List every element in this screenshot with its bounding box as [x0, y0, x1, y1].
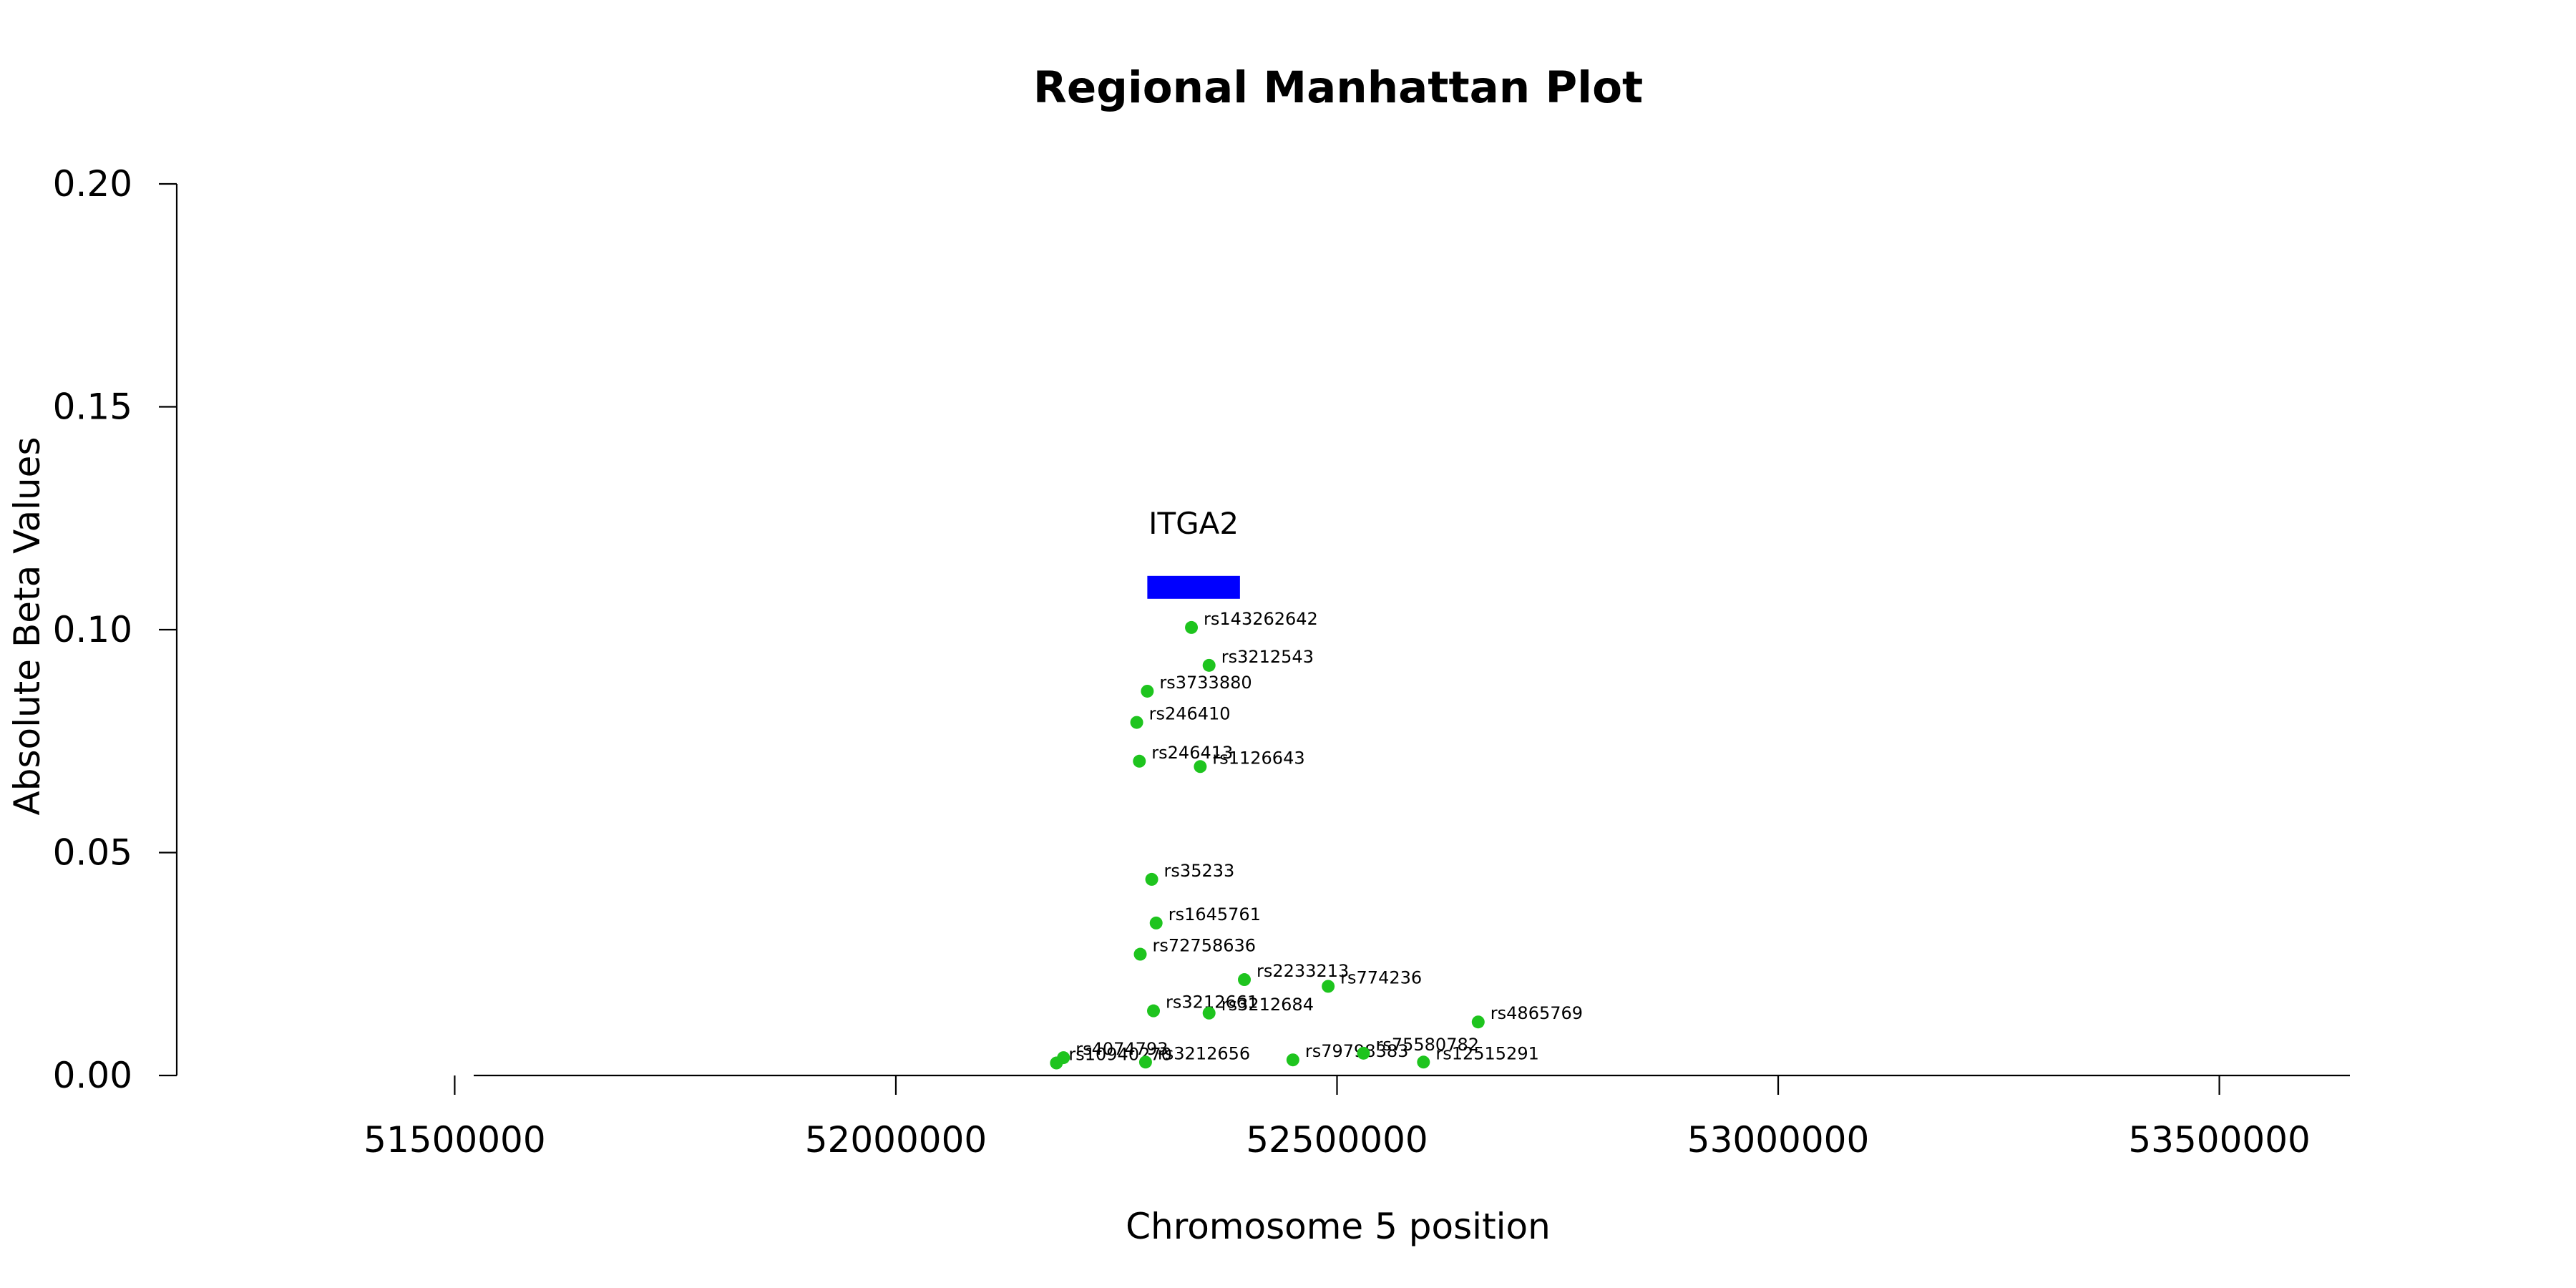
snp-point-rs143262642: [1185, 620, 1199, 634]
y-axis-title: Absolute Beta Values: [6, 437, 48, 816]
snp-point-rs10940270: [1050, 1056, 1063, 1070]
snp-point-rs35233: [1145, 872, 1158, 886]
snp-label-rs3212543: rs3212543: [1221, 647, 1314, 667]
x-tick-label-3: 53000000: [1687, 1119, 1870, 1161]
snp-label-rs3212656: rs3212656: [1158, 1043, 1250, 1063]
chart-title: Regional Manhattan Plot: [1033, 62, 1643, 113]
snp-label-rs246410: rs246410: [1149, 704, 1231, 724]
snp-point-rs3212684: [1202, 1006, 1216, 1020]
snp-label-rs35233: rs35233: [1164, 861, 1235, 881]
snp-point-rs4865769: [1471, 1015, 1485, 1029]
snp-point-rs246413: [1133, 754, 1146, 768]
snp-point-rs3212656: [1138, 1055, 1152, 1069]
x-tick-label-0: 51500000: [364, 1119, 546, 1161]
y-tick-label-0: 0.00: [53, 1055, 132, 1096]
snp-label-rs143262642: rs143262642: [1204, 609, 1318, 629]
y-tick-label-1: 0.05: [53, 832, 132, 874]
snp-point-rs79798383: [1286, 1053, 1299, 1067]
snp-point-rs2233213: [1238, 973, 1252, 987]
snp-label-rs2233213: rs2233213: [1257, 961, 1349, 981]
snp-label-rs12515291: rs12515291: [1435, 1043, 1539, 1063]
snp-point-rs1126643: [1194, 760, 1207, 774]
snp-point-rs246410: [1130, 716, 1143, 729]
snp-point-rs3733880: [1141, 684, 1154, 698]
snp-label-rs3733880: rs3733880: [1159, 673, 1252, 693]
x-axis-ticks: 51500000 52000000 52500000 53000000 53500000: [364, 1075, 2311, 1161]
gene-bar: [1147, 575, 1240, 599]
snp-point-rs3212543: [1202, 658, 1216, 672]
x-tick-label-2: 52500000: [1246, 1119, 1428, 1161]
snp-label-rs1126643: rs1126643: [1212, 748, 1304, 768]
x-axis-title: Chromosome 5 position: [1126, 1206, 1551, 1247]
snp-label-rs72758636: rs72758636: [1153, 936, 1257, 956]
snp-label-rs246413: rs246413: [1151, 743, 1233, 763]
y-axis-ticks: 0.00 0.05 0.10 0.15 0.20: [53, 163, 177, 1096]
y-tick-label-3: 0.15: [53, 386, 132, 428]
y-tick-label-4: 0.20: [53, 163, 132, 205]
y-tick-label-2: 0.10: [53, 609, 132, 650]
snp-point-rs774236: [1322, 980, 1335, 993]
snp-label-rs79798383: rs79798383: [1305, 1041, 1409, 1061]
snp-point-rs72758636: [1133, 947, 1147, 961]
snp-label-rs10940270: rs10940270: [1068, 1045, 1172, 1065]
x-tick-label-1: 52000000: [805, 1119, 987, 1161]
snp-label-rs4865769: rs4865769: [1491, 1003, 1583, 1023]
gene-track: ITGA2: [1147, 506, 1240, 599]
snp-label-rs3212684: rs3212684: [1221, 995, 1314, 1015]
snp-label-rs4074793: rs4074793: [1075, 1039, 1168, 1059]
x-tick-label-4: 53500000: [2128, 1119, 2311, 1161]
snp-label-rs774236: rs774236: [1340, 967, 1422, 987]
snp-point-rs3212661: [1147, 1004, 1161, 1018]
snp-point-rs75580782: [1357, 1046, 1370, 1060]
snp-point-rs1645761: [1149, 916, 1163, 930]
snp-points: rs143262642 rs3212543 rs3733880 rs246410 rs2…: [1050, 609, 1583, 1070]
gene-label: ITGA2: [1148, 506, 1239, 541]
snp-point-rs12515291: [1417, 1055, 1430, 1069]
snp-label-rs75580782: rs75580782: [1375, 1035, 1479, 1055]
snp-label-rs1645761: rs1645761: [1169, 904, 1261, 924]
